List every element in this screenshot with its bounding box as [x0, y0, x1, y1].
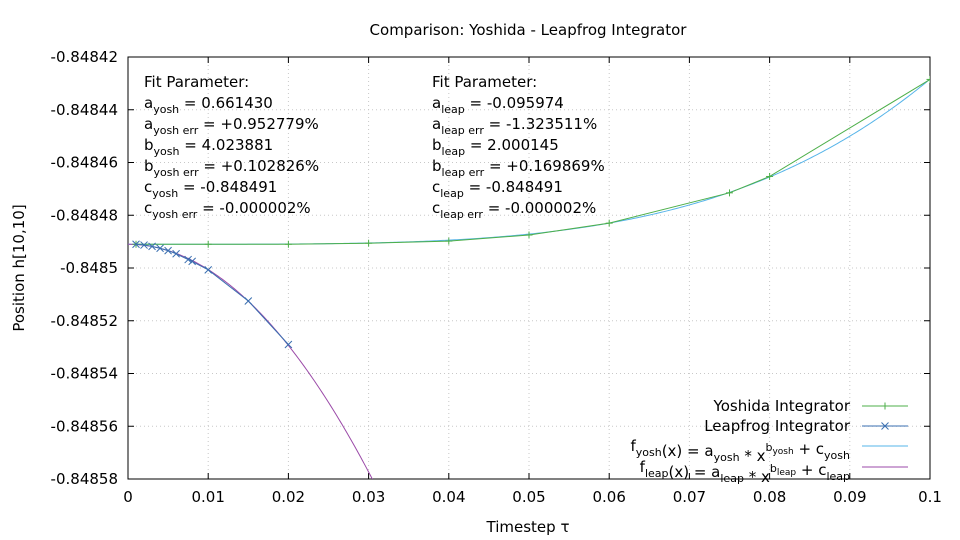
legend-item: Leapfrog Integrator [704, 417, 908, 435]
x-tick-label: 0.08 [753, 488, 786, 506]
x-tick-label: 0.04 [432, 488, 465, 506]
x-tick-label: 0.06 [592, 488, 625, 506]
legend-label: Leapfrog Integrator [704, 417, 851, 435]
ticks: 0 0.01 0.02 0.03 0.04 0.05 0.06 0.07 0.08 0.09 0.1… [51, 48, 942, 506]
legend-label: Yoshida Integrator [713, 397, 851, 415]
x-tick-label: 0.07 [673, 488, 706, 506]
series-line-1 [135, 243, 289, 345]
data-point [132, 240, 140, 249]
data-point [204, 240, 212, 248]
data-point [445, 237, 453, 245]
annotation-line: byosh = 4.023881 [144, 136, 273, 158]
data-point [172, 249, 180, 258]
annotation-heading: Fit Parameter: [432, 73, 537, 91]
data-point [164, 246, 172, 255]
legend-item: Yoshida Integrator [713, 397, 908, 415]
data-point [204, 265, 213, 274]
data-point [766, 172, 774, 180]
data-point [365, 239, 373, 247]
data-point [244, 297, 253, 305]
data-point [184, 255, 193, 264]
y-tick-label: -0.84856 [51, 417, 118, 435]
annotation-line: aleap = -0.095974 [432, 94, 564, 116]
y-tick-label: -0.8485 [60, 259, 118, 277]
data-point [605, 219, 613, 227]
grid [128, 57, 930, 479]
data-point [148, 242, 156, 251]
annotation-line: aleap err = -1.323511% [432, 115, 597, 137]
legend-label: fleap(x) = aleap * xbleap + cleap [640, 458, 850, 486]
y-tick-label: -0.84842 [51, 48, 118, 66]
annotation-line: cyosh = -0.848491 [144, 178, 277, 200]
x-axis-label: Timestep τ [486, 518, 570, 536]
data-point [284, 340, 293, 349]
y-tick-label: -0.84852 [51, 312, 118, 330]
y-tick-label: -0.84846 [51, 154, 118, 172]
chart-title: Comparison: Yoshida - Leapfrog Integrato… [370, 21, 688, 39]
annotation-line: ayosh = 0.661430 [144, 94, 273, 116]
data-point [525, 231, 533, 239]
x-tick-label: 0.03 [352, 488, 385, 506]
x-tick-label: 0.05 [512, 488, 545, 506]
data-point [284, 240, 292, 248]
annotation-line: bleap = 2.000145 [432, 136, 559, 158]
fit-curve-1 [128, 243, 373, 479]
annotation-line: cyosh err = -0.000002% [144, 199, 311, 221]
x-tick-label: 0.1 [918, 488, 942, 506]
y-tick-label: -0.84848 [51, 206, 118, 224]
annotation-line: byosh err = +0.102826% [144, 157, 319, 179]
data-point [156, 244, 164, 253]
x-tick-label: 0.01 [191, 488, 224, 506]
annotation-line: bleap err = +0.169869% [432, 157, 605, 179]
y-axis-label: Position h[10,10] [10, 204, 28, 331]
legend: Yoshida Integrator Leapfrog Integrator fyo… [630, 397, 908, 486]
data-point [188, 257, 197, 266]
legend-item: fleap(x) = aleap * xbleap + cleap [640, 458, 908, 486]
data-point [140, 241, 148, 249]
data-point [726, 189, 733, 197]
annotation-line: cleap err = -0.000002% [432, 199, 596, 221]
data-point [926, 75, 930, 83]
legend-item: fyosh(x) = ayosh * xbyosh + cyosh [630, 437, 908, 465]
y-tick-label: -0.84858 [51, 470, 118, 488]
series-line-0 [136, 78, 930, 245]
annotation-line: ayosh err = +0.952779% [144, 115, 319, 137]
plot-area [128, 75, 930, 479]
y-tick-label: -0.84844 [51, 101, 118, 119]
legend-marker [881, 402, 889, 410]
x-tick-label: 0.02 [272, 488, 305, 506]
legend-label: fyosh(x) = ayosh * xbyosh + cyosh [630, 437, 850, 465]
annotation-line: cleap = -0.848491 [432, 178, 563, 200]
legend-marker [881, 422, 889, 430]
x-tick-label: 0.09 [833, 488, 866, 506]
x-tick-label: 0 [123, 488, 133, 506]
annotation-heading: Fit Parameter: [144, 73, 249, 91]
y-tick-label: -0.84854 [51, 365, 118, 383]
